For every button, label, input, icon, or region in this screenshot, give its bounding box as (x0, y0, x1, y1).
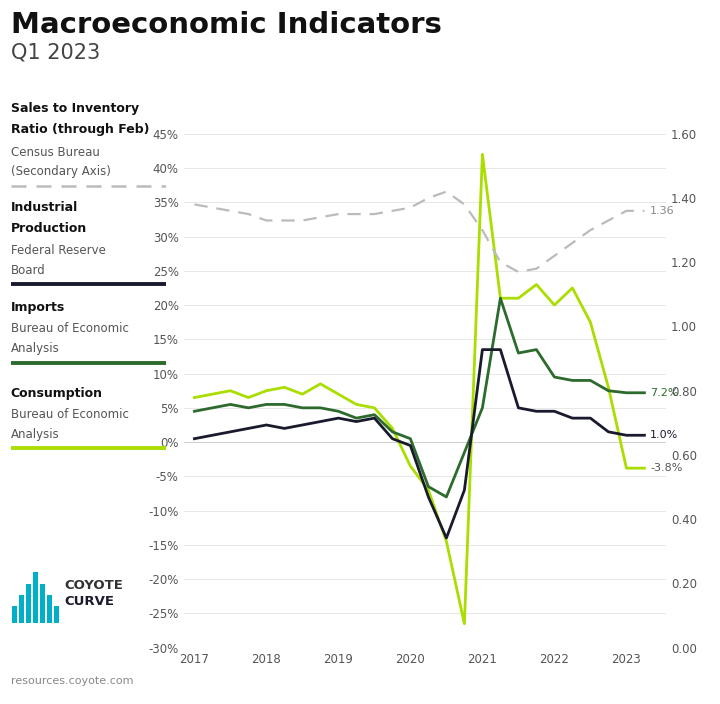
Text: Production: Production (11, 222, 87, 234)
Text: Ratio (through Feb): Ratio (through Feb) (11, 123, 149, 136)
Text: Sales to Inventory: Sales to Inventory (11, 102, 139, 115)
Text: 1.36: 1.36 (650, 206, 675, 216)
Text: 1.0%: 1.0% (650, 430, 678, 440)
Text: Consumption: Consumption (11, 387, 103, 400)
Bar (54, 606, 59, 623)
Text: CURVE: CURVE (65, 595, 114, 608)
Text: COYOTE: COYOTE (65, 579, 124, 591)
Text: 7.2%: 7.2% (650, 388, 679, 398)
Bar (40, 584, 45, 623)
Bar (33, 572, 38, 623)
Bar (12, 606, 17, 623)
Text: Bureau of Economic: Bureau of Economic (11, 408, 129, 421)
Text: (Secondary Axis): (Secondary Axis) (11, 165, 111, 178)
Text: resources.coyote.com: resources.coyote.com (11, 677, 133, 686)
Text: Analysis: Analysis (11, 428, 60, 441)
Text: Macroeconomic Indicators: Macroeconomic Indicators (11, 11, 441, 39)
Text: Board: Board (11, 264, 45, 277)
Bar (19, 595, 24, 623)
Text: Federal Reserve: Federal Reserve (11, 244, 106, 257)
Text: Q1 2023: Q1 2023 (11, 42, 100, 62)
Bar (26, 584, 31, 623)
Text: Analysis: Analysis (11, 342, 60, 355)
Text: Census Bureau: Census Bureau (11, 146, 99, 158)
Text: Imports: Imports (11, 301, 65, 314)
Text: Industrial: Industrial (11, 201, 78, 213)
Text: Bureau of Economic: Bureau of Economic (11, 322, 129, 335)
Bar (47, 595, 52, 623)
Text: -3.8%: -3.8% (650, 463, 683, 473)
